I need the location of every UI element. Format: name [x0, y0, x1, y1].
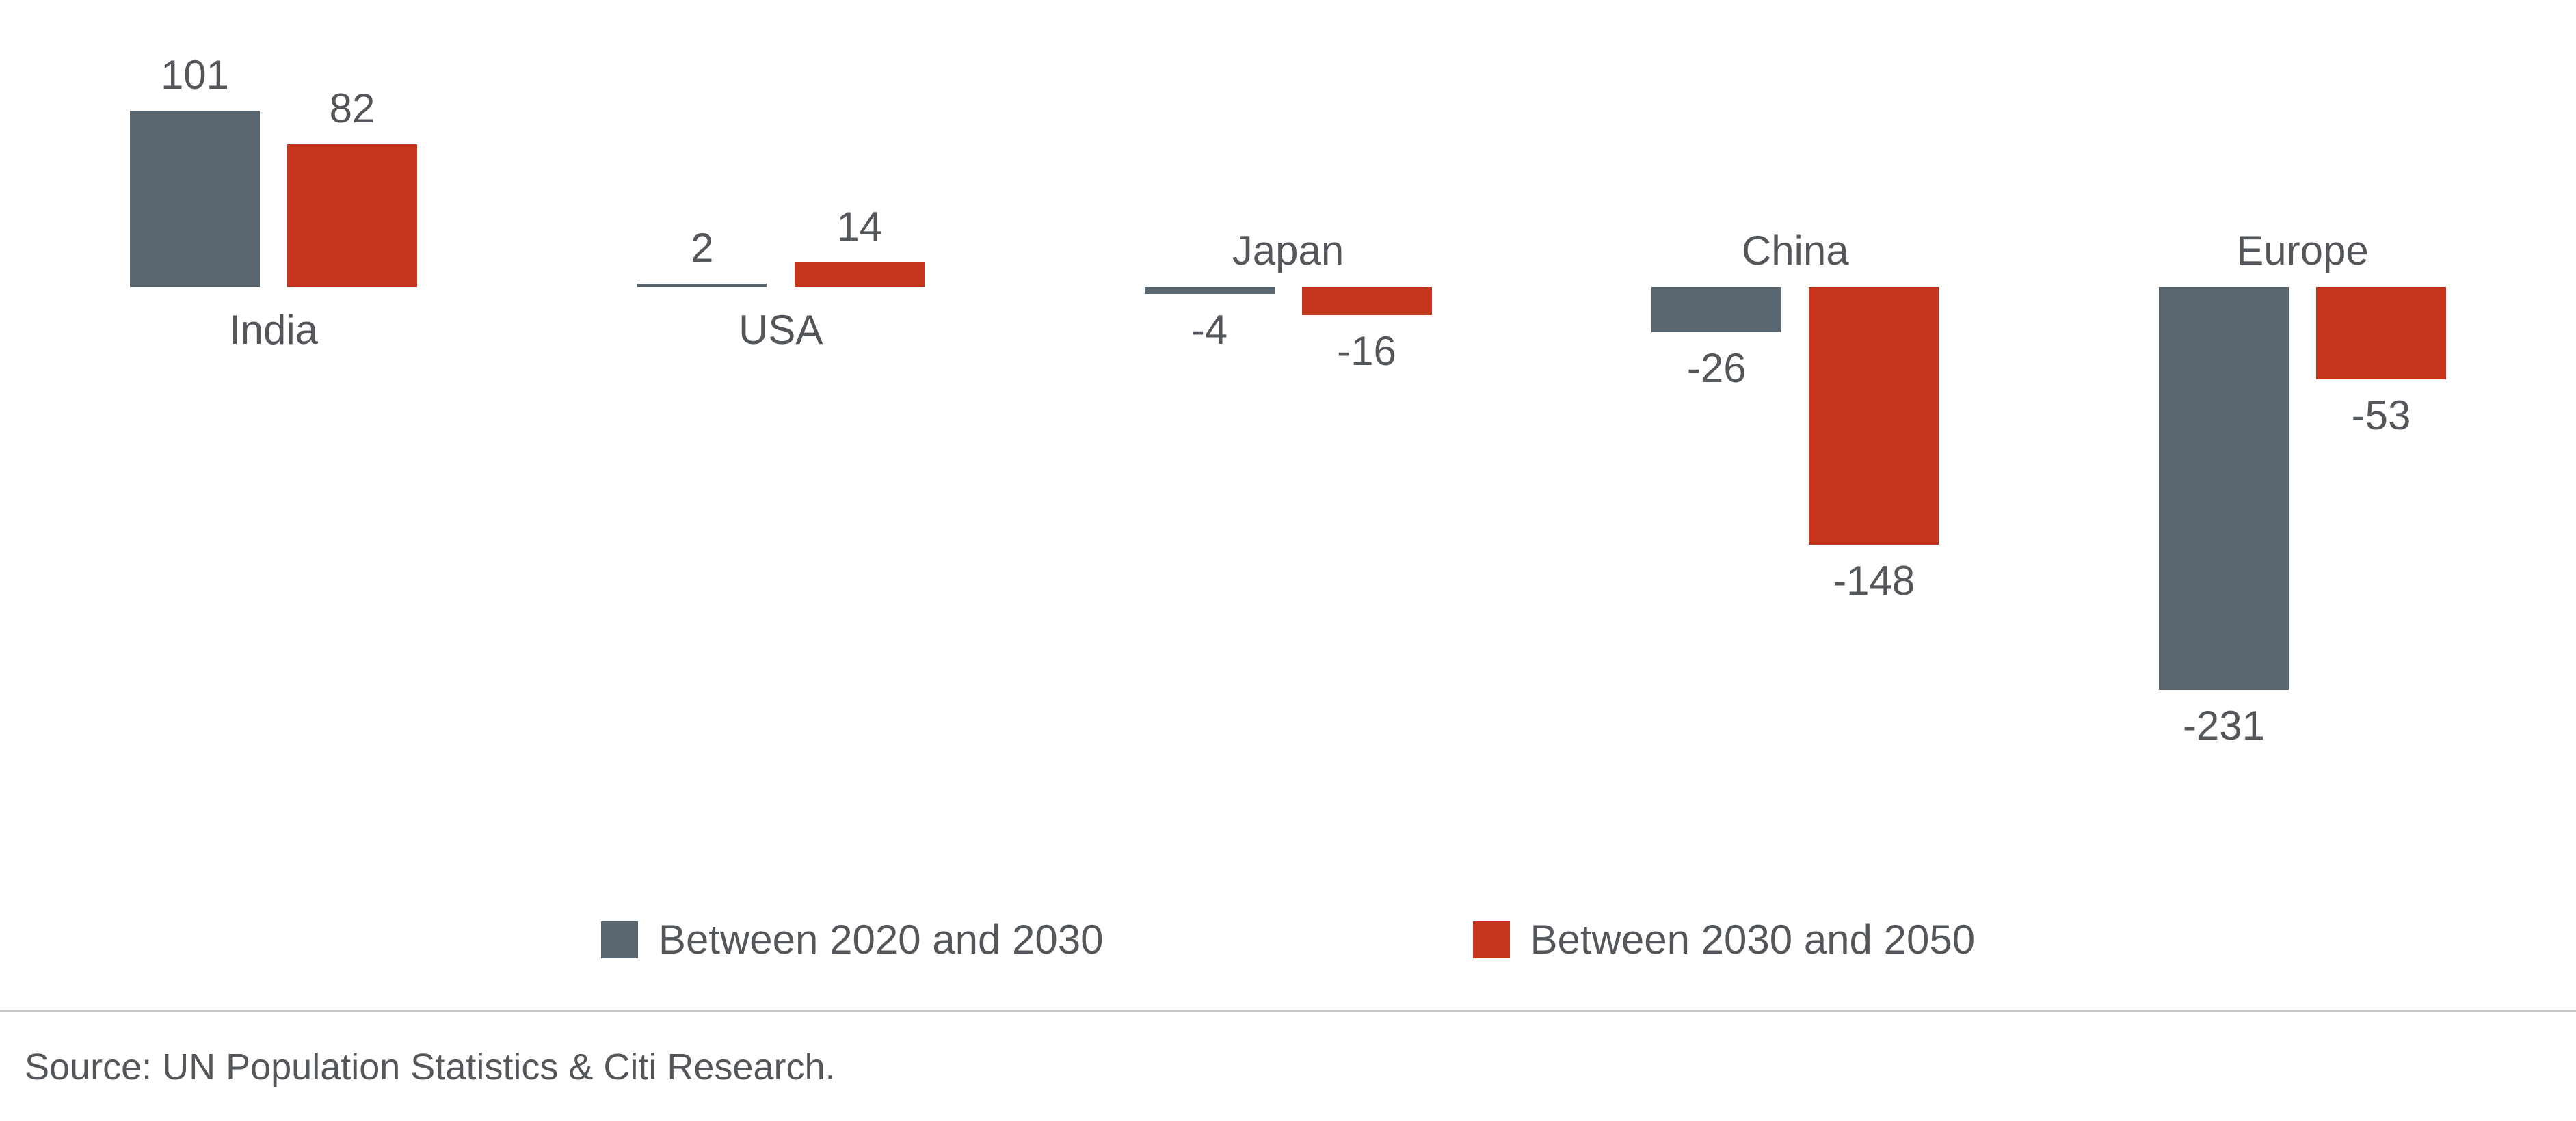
legend-swatch — [1473, 921, 1510, 958]
category-label: India — [82, 306, 465, 353]
value-label: -53 — [2316, 392, 2446, 439]
legend-swatch — [601, 921, 638, 958]
bar-group: 10182India — [82, 0, 465, 287]
bar — [130, 111, 260, 287]
value-label: 2 — [637, 224, 767, 271]
bar-group: -4-16Japan — [1097, 0, 1480, 287]
legend: Between 2020 and 2030 Between 2030 and 20… — [0, 916, 2576, 963]
value-label: -4 — [1145, 306, 1275, 353]
bar — [1145, 287, 1275, 294]
legend-label: Between 2030 and 2050 — [1530, 916, 1976, 963]
value-label: -148 — [1809, 557, 1939, 604]
bar — [637, 284, 767, 287]
legend-item: Between 2030 and 2050 — [1473, 916, 1976, 963]
category-label: Europe — [2111, 227, 2494, 274]
divider — [0, 1010, 2576, 1012]
bar — [2159, 287, 2289, 690]
bar — [795, 262, 925, 287]
plot-area: 10182India214USA-4-16Japan-26-148China-2… — [0, 0, 2576, 287]
bar-groups-row: 10182India214USA-4-16Japan-26-148China-2… — [0, 0, 2576, 287]
legend-item: Between 2020 and 2030 — [601, 916, 1104, 963]
legend-label: Between 2020 and 2030 — [659, 916, 1104, 963]
bar-group: 214USA — [589, 0, 972, 287]
value-label: 101 — [130, 51, 260, 98]
bar — [1302, 287, 1432, 315]
value-label: 82 — [287, 85, 417, 132]
category-label: China — [1604, 227, 1987, 274]
bar — [2316, 287, 2446, 379]
bar — [287, 144, 417, 287]
bar-group: -231-53Europe — [2111, 0, 2494, 287]
value-label: 14 — [795, 203, 925, 250]
bar-group: -26-148China — [1604, 0, 1987, 287]
category-label: USA — [589, 306, 972, 353]
value-label: -26 — [1651, 345, 1781, 392]
value-label: -231 — [2159, 702, 2289, 749]
source-line: Source: UN Population Statistics & Citi … — [25, 1046, 836, 1088]
population-change-chart: 10182India214USA-4-16Japan-26-148China-2… — [0, 0, 2576, 1121]
value-label: -16 — [1302, 327, 1432, 375]
bar — [1651, 287, 1781, 332]
bar — [1809, 287, 1939, 545]
category-label: Japan — [1097, 227, 1480, 274]
